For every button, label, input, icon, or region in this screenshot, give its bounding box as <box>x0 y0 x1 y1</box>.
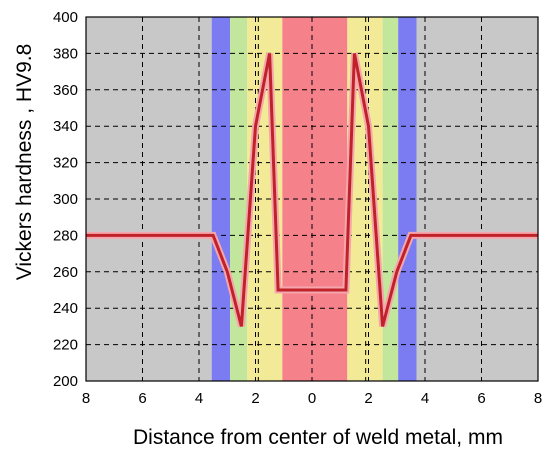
y-tick-label: 340 <box>53 118 78 135</box>
x-axis-label: Distance from center of weld metal, mm <box>133 426 503 449</box>
y-tick-labels: 200 220 240 260 280 300 320 340 360 380 400 <box>53 9 78 390</box>
x-tick-label: 8 <box>534 390 542 407</box>
y-tick-label: 220 <box>53 337 78 354</box>
y-tick-label: 280 <box>53 227 78 244</box>
y-tick-label: 320 <box>53 155 78 172</box>
x-tick-label: 6 <box>138 390 146 407</box>
x-tick-label: 2 <box>251 390 259 407</box>
x-tick-label: 4 <box>195 390 203 407</box>
y-tick-label: 380 <box>53 45 78 62</box>
y-tick-label: 400 <box>53 9 78 26</box>
y-tick-label: 200 <box>53 373 78 390</box>
x-tick-label: 0 <box>308 390 316 407</box>
series-0-line <box>86 53 538 327</box>
x-tick-label: 2 <box>364 390 372 407</box>
zone-band-7 <box>398 17 417 381</box>
x-tick-label: 4 <box>421 390 429 407</box>
series-layer <box>86 52 538 328</box>
y-tick-label: 240 <box>53 300 78 317</box>
zone-boundary-markers <box>198 17 426 381</box>
y-tick-label: 300 <box>53 191 78 208</box>
plot-frame <box>85 16 539 382</box>
x-tick-labels: 8 6 4 2 0 2 4 6 8 <box>82 390 542 407</box>
x-tick-label: 6 <box>477 390 485 407</box>
y-tick-label: 360 <box>53 82 78 99</box>
zone-band-1 <box>211 17 231 381</box>
x-tick-label: 8 <box>82 390 90 407</box>
y-tick-label: 260 <box>53 264 78 281</box>
y-axis-label: Vickers hardness , HV9.8 <box>13 44 36 281</box>
